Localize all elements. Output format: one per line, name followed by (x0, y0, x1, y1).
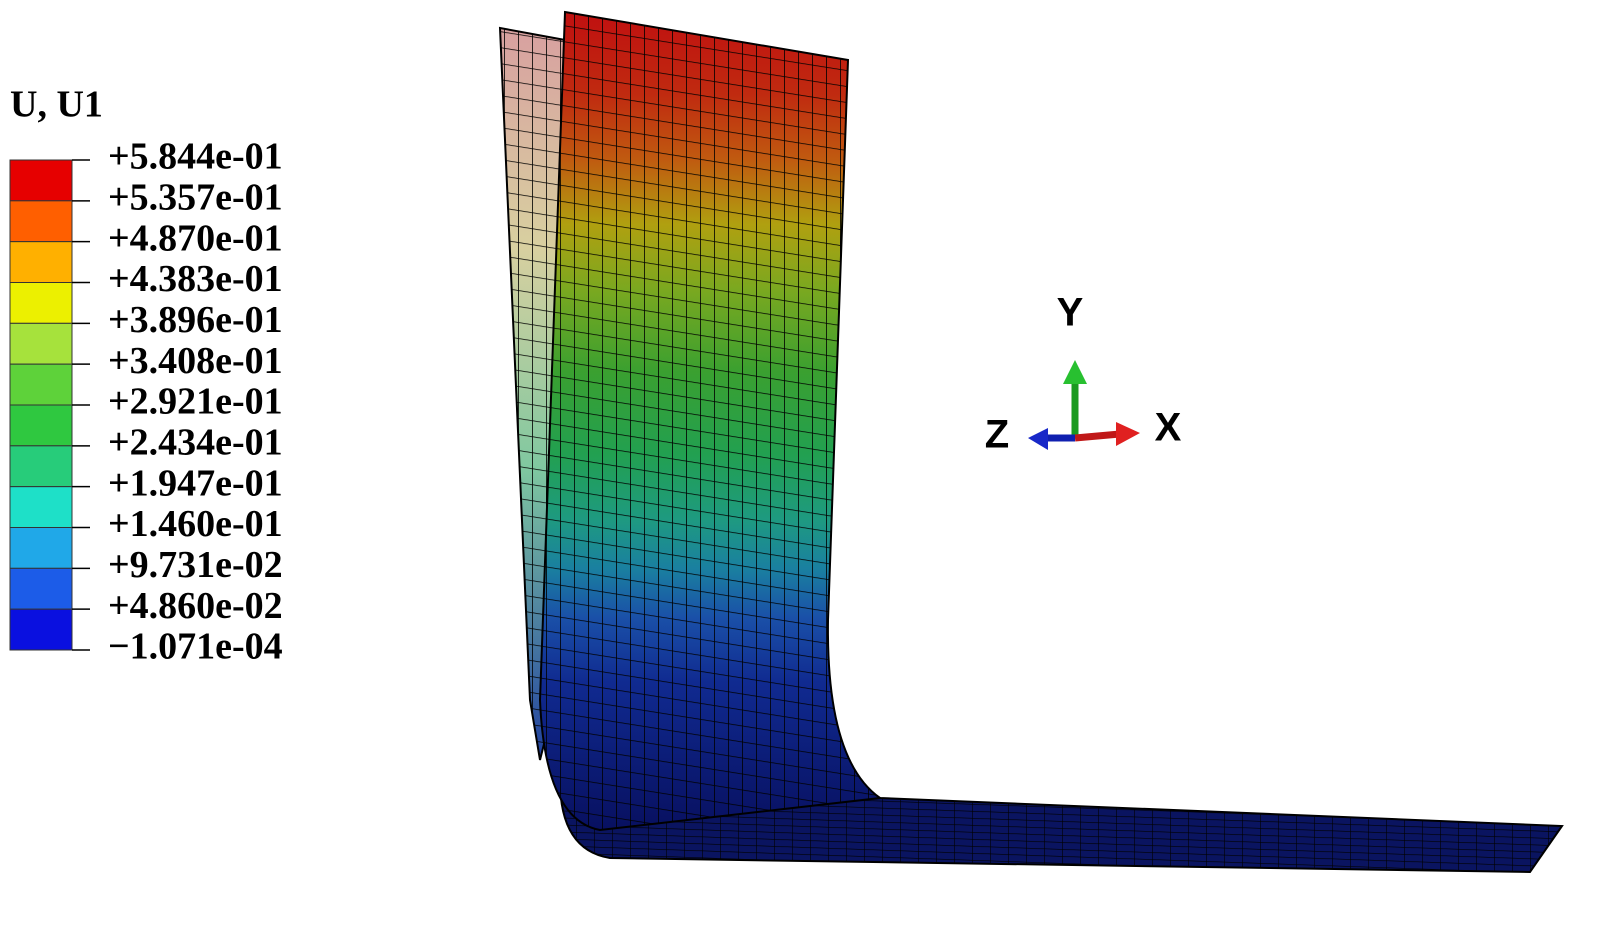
z-arrow-head (1028, 428, 1048, 450)
legend-band (9, 200, 73, 243)
legend-label: +4.860e-02 (108, 585, 283, 627)
legend-title: U, U1 (10, 84, 103, 126)
x-arrow-head (1116, 422, 1140, 446)
legend-band (9, 527, 73, 569)
axis-triad: Y X Z (985, 291, 1182, 457)
legend-band (9, 241, 73, 284)
legend-label: +4.870e-01 (108, 217, 283, 259)
legend: U, U1 +5.844e-01+5.357e-01+4.870e-01+4.3… (9, 84, 283, 668)
legend-label: +3.896e-01 (108, 299, 283, 341)
x-label: X (1155, 406, 1182, 450)
y-label: Y (1057, 291, 1084, 335)
vertical-plate-mesh (540, 12, 880, 830)
legend-band (9, 282, 73, 324)
z-label: Z (985, 413, 1009, 457)
legend-band (9, 486, 73, 528)
y-arrow-head (1063, 360, 1087, 384)
legend-label: −1.071e-04 (108, 626, 283, 668)
legend-label: +5.844e-01 (108, 136, 283, 178)
legend-label: +3.408e-01 (108, 340, 283, 382)
legend-label: +1.947e-01 (108, 462, 283, 504)
legend-band (9, 363, 73, 406)
legend-label: +2.921e-01 (108, 381, 283, 423)
legend-band (9, 404, 73, 447)
legend-band (9, 445, 73, 488)
legend-band (9, 608, 73, 651)
legend-label: +5.357e-01 (108, 177, 283, 219)
legend-label: +1.460e-01 (108, 503, 283, 545)
x-arrow (1074, 430, 1121, 442)
legend-band (9, 567, 73, 610)
legend-band (9, 159, 73, 202)
legend-band (9, 322, 73, 365)
legend-label: +4.383e-01 (108, 258, 283, 300)
legend-label: +2.434e-01 (108, 422, 283, 464)
legend-label: +9.731e-02 (108, 544, 283, 586)
